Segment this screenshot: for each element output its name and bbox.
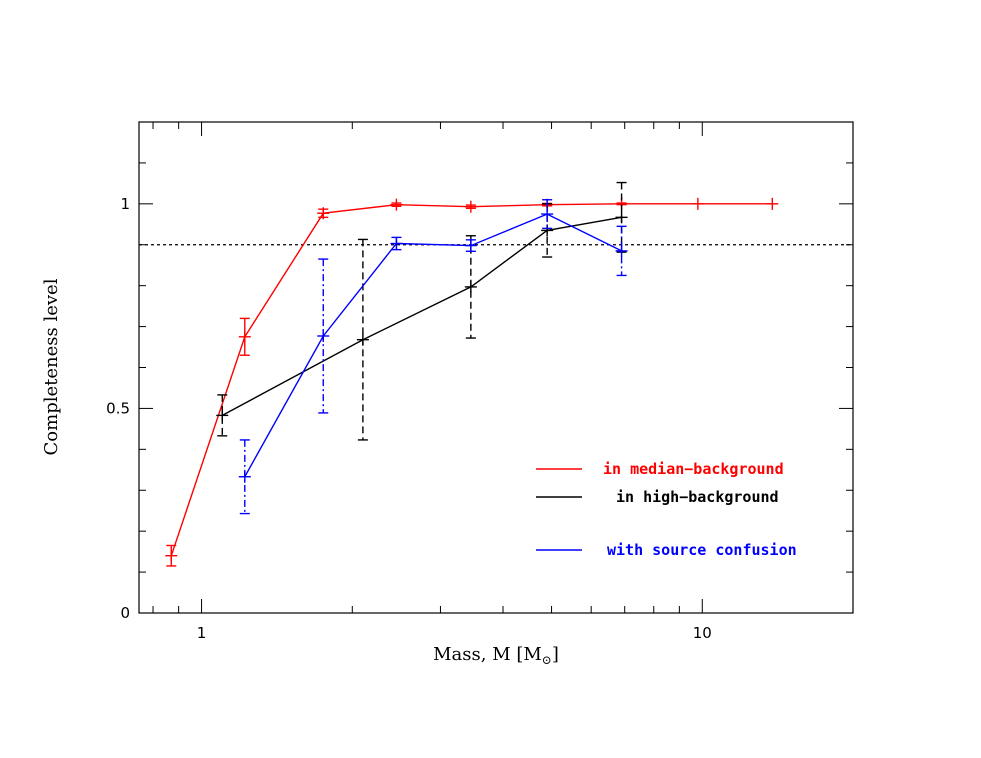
y-axis-title: Completeness level	[41, 278, 62, 455]
x-tick-label: 10	[693, 624, 712, 642]
series-0	[165, 197, 779, 567]
legend: in median−background in high−background …	[536, 460, 797, 559]
x-axis-title-sun-symbol: ⊙	[542, 653, 552, 667]
y-tick-label: 1	[120, 195, 130, 213]
x-tick-label: 1	[197, 624, 207, 642]
legend-label-median-background: in median−background	[603, 460, 784, 478]
tick-label-layer: 0 0.5 1 1 10	[106, 195, 712, 642]
series-1	[216, 181, 628, 441]
series-line-1	[221, 216, 622, 417]
x-axis-title-close: ]	[552, 644, 559, 665]
tick-layer	[139, 121, 854, 614]
plot-frame	[138, 121, 854, 614]
x-axis-title: Mass, M [M⊙]	[433, 644, 559, 667]
x-axis-title-main: Mass, M [M	[433, 644, 542, 665]
series-2	[238, 199, 628, 515]
y-tick-label: 0.5	[106, 399, 130, 417]
series-line-2	[244, 213, 622, 478]
series-layer	[165, 181, 779, 567]
y-tick-label: 0	[120, 604, 130, 622]
legend-label-source-confusion: with source confusion	[607, 541, 797, 559]
legend-label-high-background: in high−background	[616, 488, 779, 506]
